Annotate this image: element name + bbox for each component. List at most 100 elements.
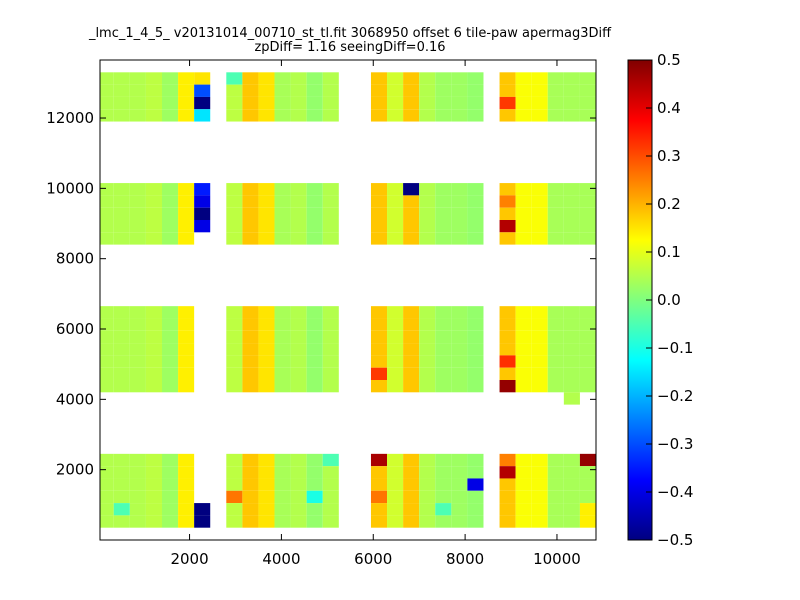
heatmap-cell: [499, 72, 516, 85]
heatmap-cell: [403, 367, 420, 380]
colorbar-tick-label: −0.1: [657, 339, 693, 357]
heatmap-cell: [435, 453, 452, 467]
heatmap-cell: [258, 490, 275, 504]
heatmap-cell: [403, 96, 420, 110]
heatmap-cell: [499, 453, 516, 467]
heatmap-cell: [145, 466, 162, 479]
heatmap-cell: [499, 195, 516, 208]
heatmap-cell: [403, 195, 420, 208]
heatmap-cell: [162, 96, 179, 110]
heatmap-cell: [113, 72, 130, 85]
heatmap-cell: [178, 478, 195, 491]
heatmap-cell: [129, 109, 146, 122]
heatmap-cell: [467, 318, 484, 331]
heatmap-cell: [403, 380, 420, 393]
heatmap-cell: [499, 96, 516, 110]
heatmap-cell: [162, 306, 179, 319]
heatmap-cell: [499, 503, 516, 516]
heatmap-cell: [100, 503, 114, 516]
heatmap-cell: [387, 96, 404, 110]
heatmap-cell: [100, 367, 114, 380]
heatmap-cell: [306, 84, 323, 97]
heatmap-cell: [419, 466, 436, 479]
heatmap-cell: [531, 72, 548, 85]
heatmap-cell: [387, 478, 404, 491]
heatmap-cell: [274, 220, 291, 233]
heatmap-cell: [531, 515, 548, 528]
heatmap-cell: [306, 195, 323, 208]
heatmap-cell: [467, 195, 484, 208]
heatmap-cell: [242, 72, 259, 85]
heatmap-cell: [563, 466, 580, 479]
heatmap-cell: [370, 306, 388, 319]
heatmap-cell: [322, 195, 339, 208]
heatmap-cell: [435, 109, 452, 122]
heatmap-cell: [579, 453, 596, 467]
heatmap-cell: [178, 96, 195, 110]
heatmap-cell: [499, 478, 516, 491]
heatmap-cell: [451, 466, 468, 479]
heatmap-cell: [322, 490, 339, 504]
heatmap-cell: [145, 84, 162, 97]
heatmap-cell: [419, 515, 436, 528]
heatmap-cell: [194, 183, 211, 196]
heatmap-cell: [419, 96, 436, 110]
heatmap-cell: [129, 84, 146, 97]
colorbar-tick-label: 0.4: [657, 99, 681, 117]
heatmap-cell: [100, 306, 114, 319]
heatmap-cell: [290, 515, 307, 528]
heatmap-cell: [387, 490, 404, 504]
heatmap-cell: [194, 84, 211, 97]
heatmap-cell: [547, 318, 564, 331]
y-tick-label: 12000: [46, 109, 94, 127]
heatmap-cell: [563, 220, 580, 233]
heatmap-cell: [467, 453, 484, 467]
heatmap-cell: [242, 466, 259, 479]
x-tick-label: 8000: [446, 550, 484, 568]
heatmap-cell: [387, 232, 404, 245]
heatmap-cell: [563, 343, 580, 356]
colorbar-tick-label: −0.4: [657, 483, 693, 501]
heatmap-cell: [563, 503, 580, 516]
heatmap-cell: [113, 367, 130, 380]
heatmap-cell: [563, 392, 580, 405]
heatmap-cell: [242, 220, 259, 233]
heatmap-cell: [306, 453, 323, 467]
heatmap-cell: [113, 503, 130, 516]
heatmap-cell: [194, 96, 211, 110]
heatmap-cell: [531, 207, 548, 220]
heatmap-cell: [387, 343, 404, 356]
heatmap-cell: [145, 503, 162, 516]
heatmap-cell: [306, 367, 323, 380]
heatmap-cell: [145, 232, 162, 245]
heatmap-cell: [387, 466, 404, 479]
heatmap-cell: [579, 355, 596, 368]
heatmap-cell: [531, 490, 548, 504]
heatmap-cell: [258, 109, 275, 122]
heatmap-cell: [290, 318, 307, 331]
heatmap-cell: [419, 478, 436, 491]
heatmap-cell: [579, 367, 596, 380]
heatmap-cell: [178, 466, 195, 479]
heatmap-cell: [162, 183, 179, 196]
heatmap-cell: [370, 515, 388, 528]
heatmap-cell: [467, 109, 484, 122]
heatmap-cell: [100, 343, 114, 356]
heatmap-cell: [370, 478, 388, 491]
heatmap-cell: [306, 466, 323, 479]
heatmap-cell: [547, 478, 564, 491]
heatmap-cell: [563, 367, 580, 380]
heatmap-cell: [322, 466, 339, 479]
heatmap-cell: [274, 478, 291, 491]
heatmap-cell: [162, 84, 179, 97]
heatmap-cell: [145, 355, 162, 368]
heatmap-cell: [451, 367, 468, 380]
y-tick-label: 6000: [56, 320, 94, 338]
heatmap-cell: [467, 355, 484, 368]
heatmap-cell: [547, 96, 564, 110]
heatmap-cell: [515, 478, 532, 491]
heatmap-cell: [129, 478, 146, 491]
heatmap-cell: [113, 109, 130, 122]
heatmap-cell: [547, 453, 564, 467]
